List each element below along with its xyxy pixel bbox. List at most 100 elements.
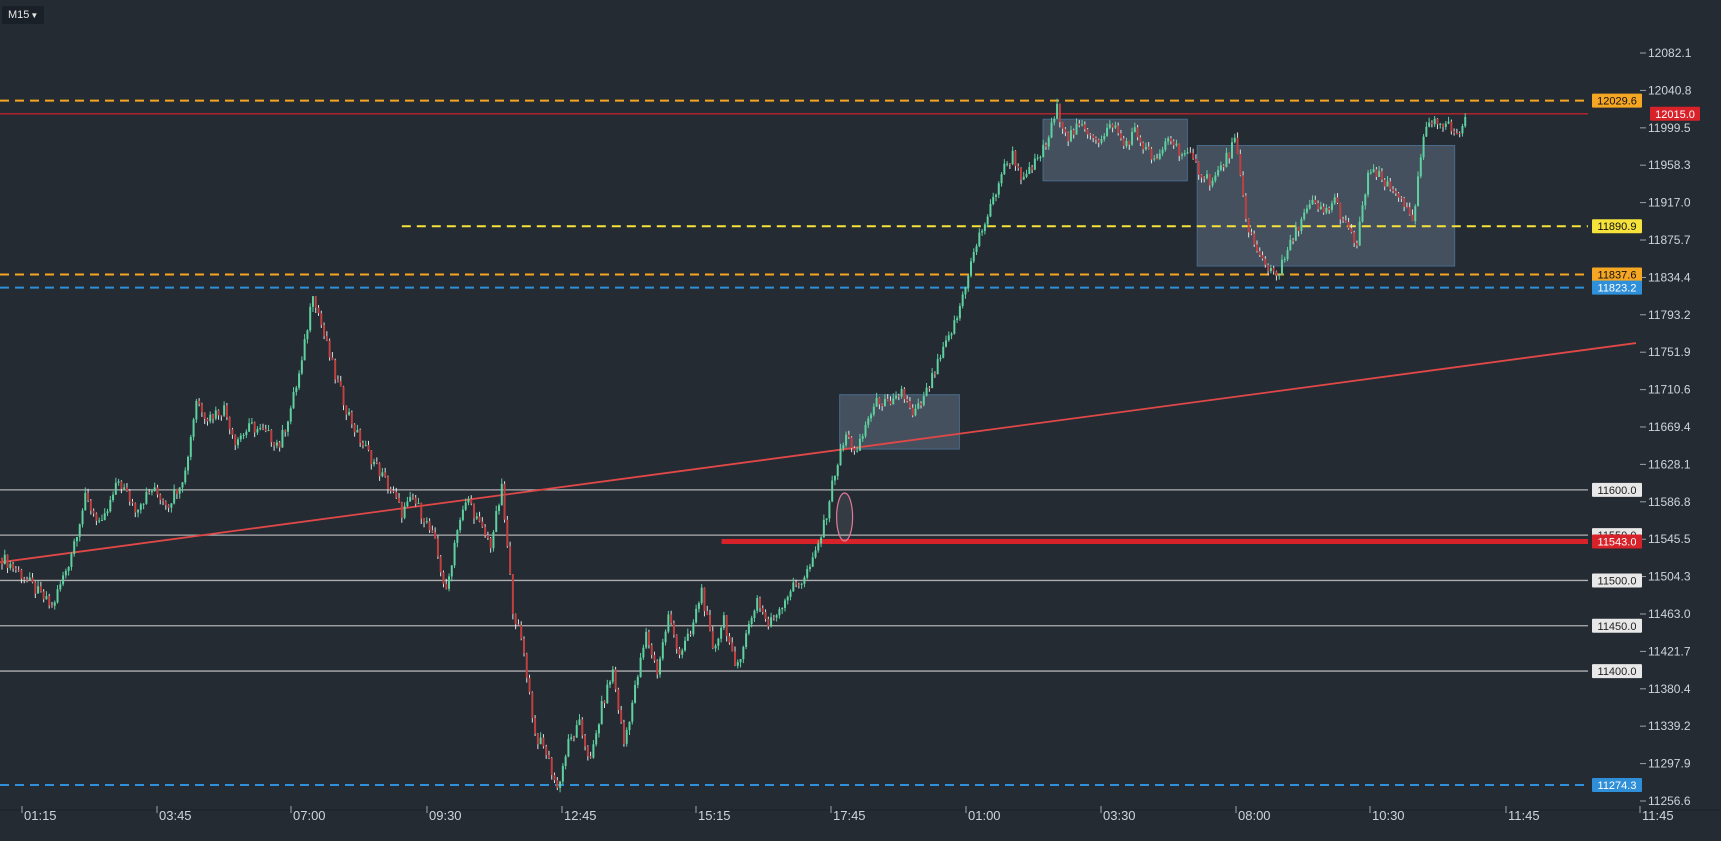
candle-body: [486, 535, 489, 538]
candle-body: [1025, 173, 1028, 177]
candle-body: [1117, 125, 1120, 134]
price-tick-label: 11256.6: [1648, 794, 1691, 808]
candle-body: [273, 442, 276, 446]
candle-body: [1044, 144, 1047, 147]
candle-body: [231, 429, 234, 435]
time-tick-label: 09:30: [429, 808, 462, 823]
candle-body: [920, 403, 923, 406]
candle-body: [325, 336, 328, 341]
candle-body: [23, 578, 26, 580]
candle-body: [359, 429, 362, 443]
candle-body: [520, 625, 523, 639]
candle-body: [725, 615, 728, 637]
candle-body: [1050, 122, 1053, 138]
candle-body: [1267, 264, 1270, 272]
candle-body: [1086, 129, 1089, 135]
candle-body: [1353, 232, 1356, 244]
candle-body: [153, 487, 156, 492]
candle-body: [897, 395, 900, 397]
candle-body: [1464, 116, 1467, 127]
candle-body: [622, 722, 625, 744]
candle-body: [595, 733, 598, 745]
price-tick-label: 11586.8: [1648, 495, 1691, 509]
price-tag-label: 11500.0: [1598, 575, 1637, 587]
candle-body: [559, 781, 562, 788]
candle-body: [1108, 124, 1111, 128]
price-tick-label: 11710.6: [1648, 383, 1691, 397]
candle-body: [1075, 123, 1078, 135]
candle-body: [609, 681, 612, 685]
candle-body: [1280, 259, 1283, 275]
candle-body: [406, 501, 409, 507]
candle-body: [314, 296, 317, 308]
candle-body: [1269, 267, 1272, 272]
candle-body: [395, 492, 398, 498]
price-tag-12015-0: [1650, 106, 1700, 121]
candle-body: [1183, 153, 1186, 155]
candle-body: [25, 579, 28, 581]
candle-body: [167, 505, 170, 508]
candle-body: [364, 445, 367, 447]
candle-body: [531, 692, 534, 719]
candle-body: [206, 418, 209, 422]
candle-body: [1125, 140, 1128, 146]
candle-body: [137, 509, 140, 513]
candle-body: [428, 521, 431, 531]
candle-body: [14, 568, 17, 570]
candle-body: [692, 622, 695, 635]
candle-body: [492, 532, 495, 549]
candle-body: [864, 424, 867, 437]
candle-body: [856, 450, 859, 452]
candle-body: [1361, 205, 1364, 222]
candle-body: [275, 442, 278, 446]
candle-body: [661, 642, 664, 659]
price-tick-label: 12040.8: [1648, 83, 1692, 97]
candle-body: [1192, 152, 1195, 159]
candle-body: [1078, 123, 1081, 126]
candle-body: [95, 513, 98, 521]
timeframe-selector[interactable]: M15▼: [2, 6, 45, 24]
candle-body: [1203, 177, 1206, 179]
candle-body: [900, 388, 903, 397]
candle-body: [220, 415, 223, 417]
candle-body: [9, 563, 12, 568]
candle-body: [89, 500, 92, 511]
candle-body: [672, 623, 675, 635]
candle-body: [922, 395, 925, 406]
candle-body: [3, 554, 6, 565]
candles: [1, 98, 1467, 793]
candle-body: [828, 501, 831, 519]
candle-body: [781, 607, 784, 610]
candle-body: [123, 487, 126, 489]
candle-body: [170, 503, 173, 508]
candle-body: [1236, 137, 1239, 155]
candle-body: [511, 574, 514, 614]
candle-body: [1186, 152, 1189, 154]
candle-body: [684, 640, 687, 651]
candle-body: [659, 658, 662, 675]
candle-body: [1053, 118, 1056, 123]
candle-body: [1253, 233, 1256, 245]
candle-body: [770, 617, 773, 627]
candle-body: [445, 583, 448, 589]
candle-body: [200, 403, 203, 413]
candle-body: [686, 633, 689, 641]
candle-body: [267, 430, 270, 432]
candle-body: [1061, 122, 1064, 129]
candle-body: [606, 684, 609, 704]
candle-body: [745, 633, 748, 648]
candle-body: [1453, 131, 1456, 133]
candle-body: [1181, 154, 1184, 156]
candle-body: [431, 530, 434, 533]
candle-body: [1000, 174, 1003, 184]
candle-body: [62, 575, 65, 585]
candle-body: [398, 497, 401, 503]
candle-body: [1344, 220, 1347, 222]
candle-body: [836, 465, 839, 477]
timeframe-label: M15: [8, 9, 30, 21]
price-tag-label: 11600.0: [1598, 485, 1637, 497]
candle-body: [45, 596, 48, 600]
candle-body: [775, 615, 778, 618]
